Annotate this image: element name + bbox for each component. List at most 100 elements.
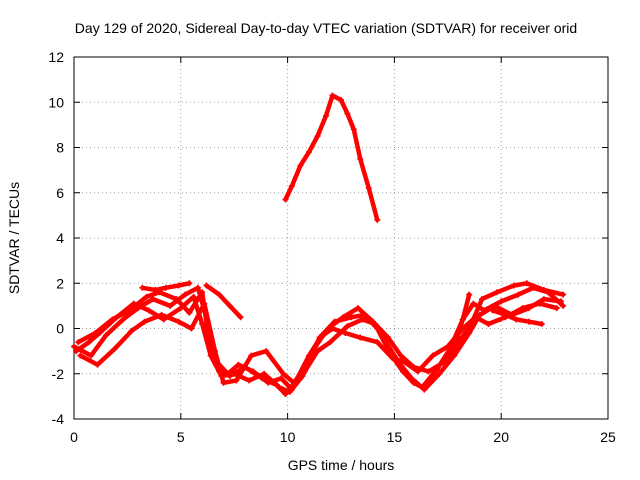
x-tick-label: 20 [493, 429, 509, 445]
data-point [246, 377, 253, 384]
data-point [120, 316, 127, 323]
data-point [220, 379, 227, 386]
data-point [248, 352, 255, 359]
data-point [128, 327, 135, 334]
series-track-6 [139, 280, 193, 294]
data-point [188, 325, 195, 332]
x-axis-label: GPS time / hours [288, 457, 395, 473]
chart-title: Day 129 of 2020, Sidereal Day-to-day VTE… [75, 20, 577, 36]
data-point [291, 379, 298, 386]
data-point [282, 196, 289, 203]
data-point [425, 368, 432, 375]
data-point [374, 216, 381, 223]
data-point [265, 379, 272, 386]
series-line [78, 301, 559, 386]
data-point [357, 155, 364, 162]
data-point [194, 284, 201, 291]
data-point [502, 311, 509, 318]
data-point [558, 298, 565, 305]
series-track-7 [446, 291, 473, 359]
y-tick-label: -4 [52, 411, 65, 427]
data-point [329, 325, 336, 332]
data-point [344, 323, 351, 330]
data-point [384, 334, 391, 341]
data-point [126, 307, 133, 314]
data-point [498, 298, 505, 305]
data-point [553, 305, 560, 312]
data-point [288, 386, 295, 393]
data-point [109, 316, 116, 323]
data-point [233, 377, 240, 384]
data-point [414, 368, 421, 375]
data-point [186, 309, 193, 316]
data-point [536, 300, 543, 307]
data-point [226, 302, 233, 309]
data-point [216, 291, 223, 298]
data-point [199, 289, 206, 296]
data-point [359, 316, 366, 323]
series-line [447, 292, 472, 358]
series-track-4 [77, 300, 560, 386]
y-tick-label: 8 [56, 140, 64, 156]
data-point [459, 316, 466, 323]
data-point [519, 305, 526, 312]
data-point [77, 352, 84, 359]
y-tick-label: 12 [48, 49, 64, 65]
data-point [201, 300, 208, 307]
data-point [314, 133, 321, 140]
x-tick-label: 25 [600, 429, 616, 445]
data-point [560, 302, 567, 309]
y-tick-label: 2 [56, 275, 64, 291]
data-point [139, 284, 146, 291]
grid-lines [74, 57, 608, 419]
data-point [538, 320, 545, 327]
series-track-5 [203, 282, 244, 321]
data-series [71, 92, 567, 398]
data-point [237, 314, 244, 321]
data-point [145, 307, 152, 314]
data-point [235, 361, 242, 368]
data-point [466, 291, 473, 298]
data-point [472, 314, 479, 321]
y-tick-label: 6 [56, 185, 64, 201]
plot-frame [73, 56, 609, 420]
data-point [276, 384, 283, 391]
data-point [162, 284, 169, 291]
data-point [344, 110, 351, 117]
data-point [85, 339, 92, 346]
data-point [323, 112, 330, 119]
data-point [75, 339, 82, 346]
series-line [204, 283, 243, 320]
data-point [342, 330, 349, 337]
data-point [263, 348, 270, 355]
data-point [493, 289, 500, 296]
data-point [389, 354, 396, 361]
data-point [175, 282, 182, 289]
data-point [421, 386, 428, 393]
data-point [211, 348, 218, 355]
data-point [278, 375, 285, 382]
data-point [250, 368, 257, 375]
x-tick-label: 10 [280, 429, 296, 445]
data-point [316, 334, 323, 341]
data-point [224, 370, 231, 377]
data-point [186, 280, 193, 287]
data-point [73, 348, 80, 355]
data-point [515, 291, 522, 298]
data-point [453, 336, 460, 343]
y-axis-label: SDTVAR / TECUs [6, 182, 22, 294]
data-point [203, 282, 210, 289]
data-point [540, 287, 547, 294]
data-point [540, 296, 547, 303]
data-point [374, 339, 381, 346]
data-point [329, 92, 336, 99]
data-point [560, 291, 567, 298]
data-point [382, 339, 389, 346]
data-point [199, 320, 206, 327]
data-point [92, 330, 99, 337]
data-point [446, 352, 453, 359]
data-point [355, 305, 362, 312]
data-point [408, 375, 415, 382]
data-point [444, 343, 451, 350]
